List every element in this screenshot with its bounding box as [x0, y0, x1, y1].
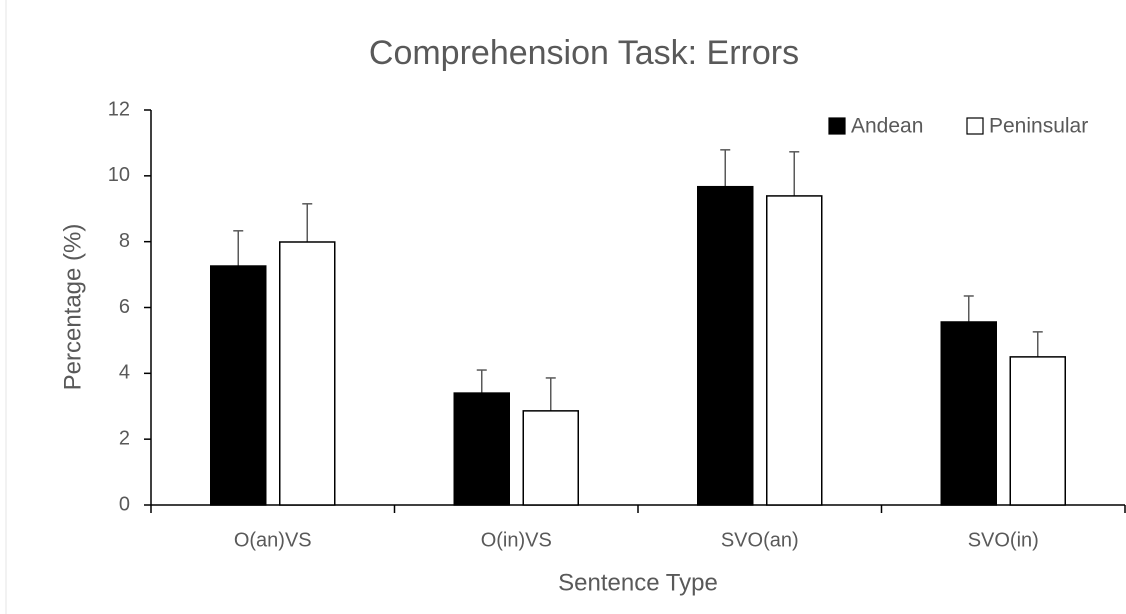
bar — [453, 392, 510, 506]
legend-label: Peninsular — [989, 115, 1088, 138]
y-tick-label: 8 — [119, 230, 130, 252]
legend-swatch — [828, 117, 846, 135]
x-tick-label: O(an)VS — [234, 529, 312, 551]
bar — [210, 265, 267, 506]
chart-title: Comprehension Task: Errors — [369, 34, 799, 72]
bar — [766, 195, 823, 506]
y-tick-label: 2 — [119, 427, 130, 449]
x-tick-label: O(in)VS — [481, 529, 552, 551]
x-tick-label: SVO(in) — [968, 529, 1039, 551]
bar — [522, 410, 579, 506]
bar — [279, 241, 336, 506]
y-tick-label: 6 — [119, 296, 130, 318]
y-tick-label: 0 — [119, 493, 130, 515]
bar — [697, 185, 754, 506]
y-tick-label: 10 — [108, 164, 130, 186]
x-tick-label: SVO(an) — [721, 529, 799, 551]
y-tick-label: 12 — [108, 98, 130, 120]
bar — [1009, 356, 1066, 506]
x-axis-label: Sentence Type — [558, 569, 718, 596]
bar — [940, 321, 997, 506]
y-axis-label: Percentage (%) — [59, 224, 86, 391]
legend-swatch — [966, 117, 984, 135]
y-tick-label: 4 — [119, 362, 130, 384]
legend-label: Andean — [851, 115, 923, 138]
